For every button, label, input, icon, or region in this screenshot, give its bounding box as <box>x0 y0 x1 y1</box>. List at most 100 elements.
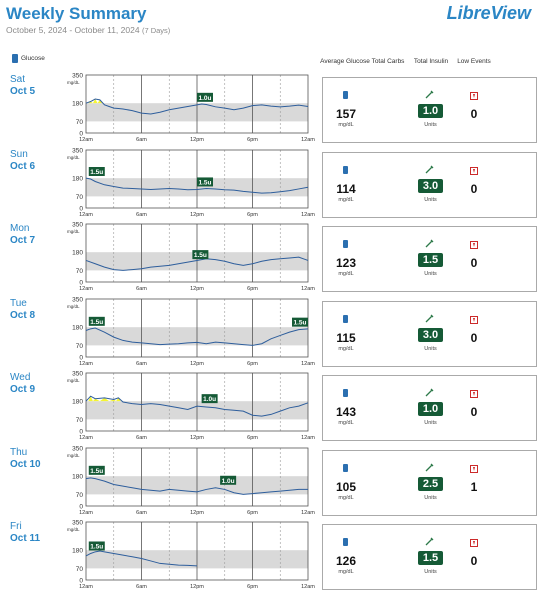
x-tick-label: 12am <box>79 510 93 516</box>
low-events-value: 0 <box>470 256 478 270</box>
y-unit-label: mg/dL <box>67 155 80 160</box>
x-tick-label: 6am <box>136 286 147 292</box>
glucose-chart: 350 180 70 0 mg/dL 12am 6am 12pm 6pm 12am 1.5u 1.5u <box>50 147 315 220</box>
x-tick-label: 12pm <box>190 510 204 516</box>
y-tick-label: 0 <box>79 578 83 585</box>
day-stats-box: 143 mg/dL 1.0 Units 0 <box>322 375 537 441</box>
y-tick-label: 180 <box>72 175 83 182</box>
glucose-chart: 350 180 70 0 mg/dL 12am 6am 12pm 6pm 12am 1.0u <box>50 371 315 443</box>
glucose-trace <box>85 326 309 346</box>
days-note: (7 Days) <box>141 26 171 35</box>
y-tick-label: 0 <box>79 205 83 212</box>
total-insulin-value: 1.0 <box>418 104 443 118</box>
glucose-sensor-icon <box>343 463 348 472</box>
glucose-sensor-icon <box>343 314 348 323</box>
y-tick-label: 180 <box>72 399 83 406</box>
date-label: Oct 7 <box>10 235 36 246</box>
low-event-icon <box>470 92 478 100</box>
avg-glucose-unit: mg/dL <box>338 196 354 203</box>
day-stats-box: 157 mg/dL 1.0 Units 0 <box>322 77 537 143</box>
x-tick-label: 6pm <box>247 510 258 516</box>
day-stats-box: 115 mg/dL 3.0 Units 0 <box>322 300 537 367</box>
x-tick-label: 12am <box>301 137 315 143</box>
y-tick-label: 350 <box>72 296 83 303</box>
x-tick-label: 12am <box>301 361 315 367</box>
date-label: Oct 11 <box>10 533 41 544</box>
brand-logo: LibreView <box>446 3 531 23</box>
day-stats-box: 105 mg/dL 2.5 Units 1 <box>322 449 537 516</box>
day-label: Sun Oct 6 <box>10 149 35 173</box>
x-tick-label: 12pm <box>190 137 204 143</box>
day-label: Thu Oct 10 <box>10 447 41 471</box>
y-tick-label: 70 <box>76 342 84 349</box>
total-insulin-value: 1.0 <box>418 402 443 416</box>
insulin-unit: Units <box>424 196 437 203</box>
glucose-chart: 350 180 70 0 mg/dL 12am 6am 12pm 6pm 12am 1.5u <box>50 520 315 592</box>
insulin-marker-label: 1.5u <box>293 319 306 326</box>
column-header-total-insulin: Total Insulin <box>413 58 449 65</box>
x-tick-label: 6pm <box>247 286 258 292</box>
x-tick-label: 12am <box>301 584 315 590</box>
y-tick-label: 70 <box>76 193 84 200</box>
glucose-chart: 350 180 70 0 mg/dL 12am 6am 12pm 6pm 12am 1.0u <box>50 73 315 145</box>
low-event-icon <box>470 464 478 473</box>
glucose-chart-svg: 350 180 70 0 mg/dL 12am 6am 12pm 6pm 12am 1.0u <box>67 371 315 442</box>
y-tick-label: 70 <box>76 566 84 573</box>
weekday-label: Sat <box>10 74 26 85</box>
total-insulin-value: 2.5 <box>418 476 443 491</box>
total-insulin-value: 1.5 <box>418 253 443 267</box>
glucose-chart-svg: 350 180 70 0 mg/dL 12am 6am 12pm 6pm 12am 1.5u <box>67 222 315 293</box>
chart-frame <box>85 298 309 357</box>
x-tick-label: 12am <box>79 286 93 292</box>
high-glucose-fill <box>88 396 121 402</box>
y-tick-label: 180 <box>72 101 83 108</box>
x-tick-label: 12am <box>79 212 93 218</box>
avg-glucose-value: 123 <box>335 256 357 270</box>
y-unit-label: mg/dL <box>67 527 80 532</box>
glucose-chart-svg: 350 180 70 0 mg/dL 12am 6am 12pm 6pm 12am 1.0u <box>67 73 315 144</box>
y-unit-label: mg/dL <box>67 453 80 458</box>
day-label: Sat Oct 5 <box>10 74 35 98</box>
x-tick-label: 12am <box>79 137 93 143</box>
weekday-label: Sun <box>10 148 28 160</box>
avg-glucose-value: 114 <box>336 181 356 196</box>
avg-glucose-value: 115 <box>336 330 356 345</box>
day-label: Fri Oct 11 <box>10 521 40 545</box>
day-label: Wed Oct 9 <box>10 372 35 396</box>
x-tick-label: 12am <box>79 361 93 367</box>
x-tick-label: 6am <box>136 584 147 590</box>
low-events-value: 0 <box>470 554 478 568</box>
glucose-trace <box>85 550 198 567</box>
y-tick-label: 180 <box>72 324 83 331</box>
date-label: Oct 5 <box>10 86 36 97</box>
insulin-pen-icon <box>425 314 434 322</box>
y-tick-label: 0 <box>79 280 83 287</box>
chart-frame <box>85 372 309 432</box>
avg-glucose-unit: mg/dL <box>338 569 354 575</box>
x-tick-label: 6pm <box>247 435 258 441</box>
x-tick-label: 12am <box>79 584 93 590</box>
date-label: Oct 8 <box>10 309 36 321</box>
insulin-marker <box>292 317 308 327</box>
date-label: Oct 10 <box>10 458 41 470</box>
y-unit-label: mg/dL <box>67 80 80 85</box>
y-tick-label: 70 <box>76 491 84 498</box>
glucose-sensor-icon <box>12 54 18 63</box>
total-insulin-value: 3.0 <box>418 327 443 342</box>
low-event-icon <box>470 166 478 175</box>
x-tick-label: 12am <box>301 286 315 292</box>
x-tick-label: 6am <box>136 435 147 441</box>
low-event-icon <box>470 241 478 249</box>
insulin-unit: Units <box>424 271 437 277</box>
total-insulin-value: 3.0 <box>418 178 443 193</box>
insulin-pen-icon <box>425 388 434 397</box>
glucose-legend-label: Glucose <box>21 55 45 62</box>
low-events-value: 1 <box>470 479 478 494</box>
y-tick-label: 70 <box>76 268 84 275</box>
glucose-trace <box>85 177 309 194</box>
y-unit-label: mg/dL <box>67 378 80 383</box>
y-tick-label: 350 <box>72 371 83 378</box>
x-tick-label: 6pm <box>247 212 258 218</box>
insulin-marker <box>192 250 209 260</box>
weekday-label: Wed <box>10 372 31 383</box>
